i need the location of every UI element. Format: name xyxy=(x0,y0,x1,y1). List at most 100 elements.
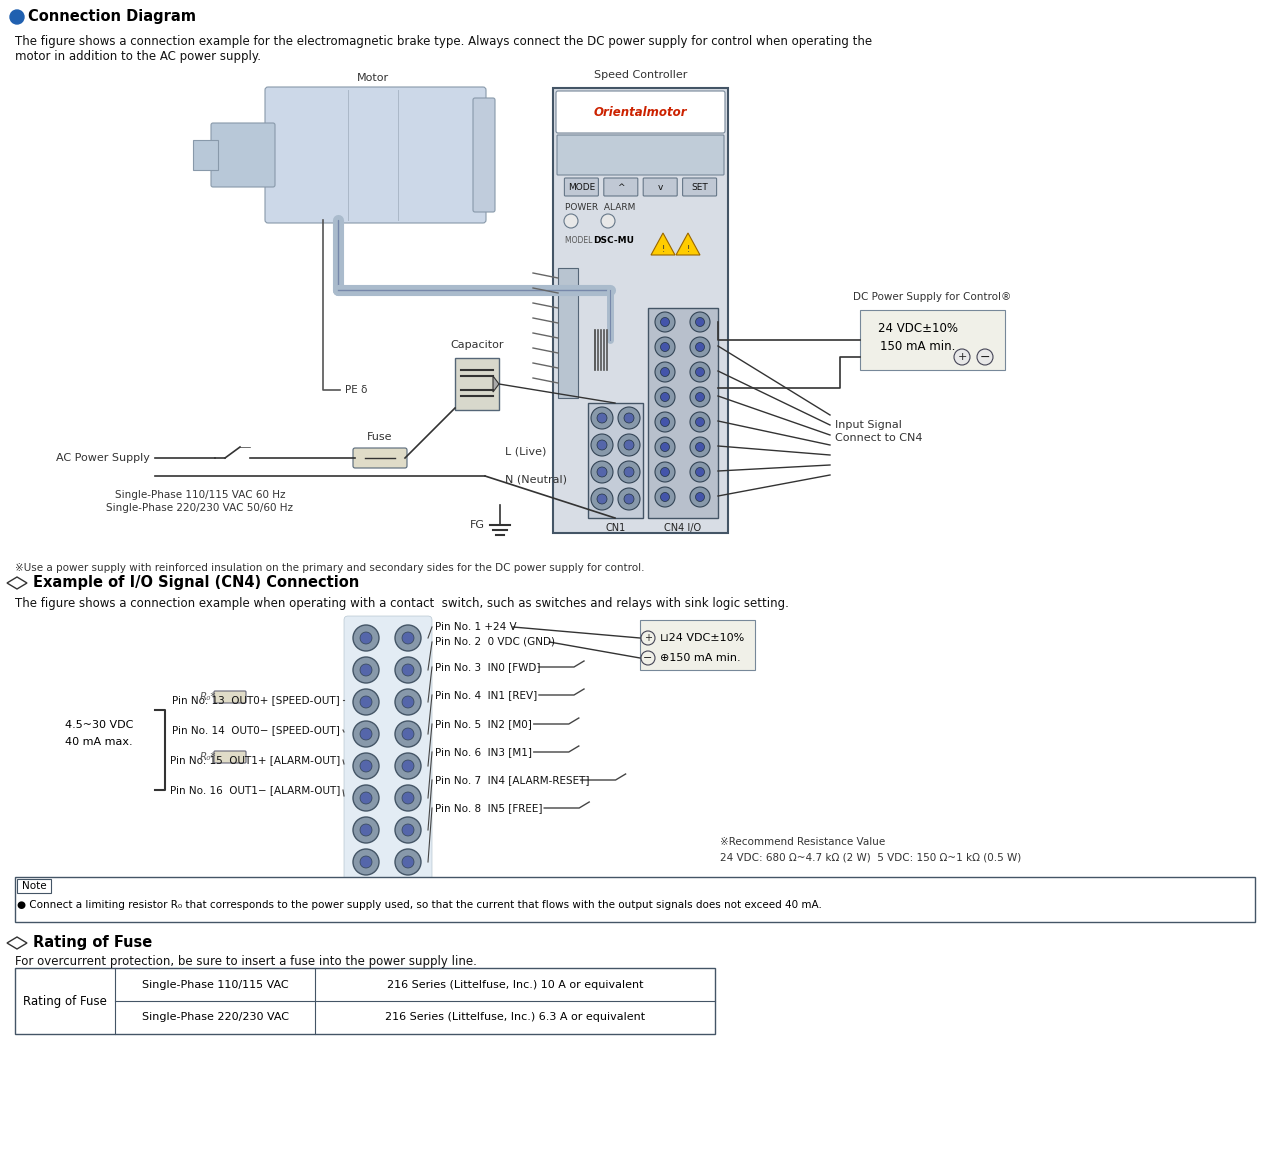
Text: Pin No. 1 +24 V: Pin No. 1 +24 V xyxy=(435,622,517,632)
Text: R₀*: R₀* xyxy=(200,752,216,762)
Circle shape xyxy=(660,392,669,401)
Text: Pin No. 8  IN5 [FREE]: Pin No. 8 IN5 [FREE] xyxy=(435,802,543,813)
Circle shape xyxy=(618,434,640,456)
Circle shape xyxy=(625,440,634,450)
Text: Connect to CN4: Connect to CN4 xyxy=(835,433,923,443)
Bar xyxy=(454,358,499,411)
Circle shape xyxy=(660,492,669,501)
Text: Pin No. 4  IN1 [REV]: Pin No. 4 IN1 [REV] xyxy=(435,690,538,700)
Circle shape xyxy=(695,492,704,501)
FancyBboxPatch shape xyxy=(474,98,495,212)
Text: MODE: MODE xyxy=(568,183,595,192)
Circle shape xyxy=(655,362,675,381)
Circle shape xyxy=(402,759,413,772)
Circle shape xyxy=(695,418,704,427)
Text: 216 Series (Littelfuse, Inc.) 10 A or equivalent: 216 Series (Littelfuse, Inc.) 10 A or eq… xyxy=(387,979,644,990)
Circle shape xyxy=(360,695,372,708)
Circle shape xyxy=(360,856,372,868)
Bar xyxy=(648,308,718,518)
Text: ● Connect a limiting resistor R₀ that corresponds to the power supply used, so t: ● Connect a limiting resistor R₀ that co… xyxy=(17,900,822,909)
Circle shape xyxy=(591,434,613,456)
Text: ^: ^ xyxy=(617,183,625,192)
Circle shape xyxy=(695,317,704,327)
Circle shape xyxy=(353,849,379,875)
Circle shape xyxy=(695,368,704,377)
Circle shape xyxy=(591,461,613,483)
Text: Pin No. 3  IN0 [FWD]: Pin No. 3 IN0 [FWD] xyxy=(435,662,540,672)
Text: Pin No. 15  OUT1+ [ALARM-OUT]: Pin No. 15 OUT1+ [ALARM-OUT] xyxy=(170,755,340,765)
Text: Rating of Fuse: Rating of Fuse xyxy=(23,994,108,1007)
Circle shape xyxy=(353,816,379,843)
Text: 216 Series (Littelfuse, Inc.) 6.3 A or equivalent: 216 Series (Littelfuse, Inc.) 6.3 A or e… xyxy=(385,1013,645,1022)
Text: Single-Phase 220/230 VAC 50/60 Hz: Single-Phase 220/230 VAC 50/60 Hz xyxy=(106,504,293,513)
Text: 40 mA max.: 40 mA max. xyxy=(65,737,133,747)
Text: !: ! xyxy=(662,244,664,254)
Text: 24 VDC: 680 Ω~4.7 kΩ (2 W)  5 VDC: 150 Ω~1 kΩ (0.5 W): 24 VDC: 680 Ω~4.7 kΩ (2 W) 5 VDC: 150 Ω~… xyxy=(719,852,1021,862)
Polygon shape xyxy=(652,233,675,255)
Circle shape xyxy=(360,792,372,804)
Text: For overcurrent protection, be sure to insert a fuse into the power supply line.: For overcurrent protection, be sure to i… xyxy=(15,955,477,968)
Circle shape xyxy=(618,461,640,483)
Circle shape xyxy=(396,849,421,875)
Text: ※Recommend Resistance Value: ※Recommend Resistance Value xyxy=(719,837,886,847)
Circle shape xyxy=(353,785,379,811)
Circle shape xyxy=(602,214,614,228)
Circle shape xyxy=(591,488,613,511)
Circle shape xyxy=(396,785,421,811)
Circle shape xyxy=(977,349,993,365)
Text: Pin No. 5  IN2 [M0]: Pin No. 5 IN2 [M0] xyxy=(435,719,532,729)
Circle shape xyxy=(396,625,421,651)
Circle shape xyxy=(402,825,413,836)
Circle shape xyxy=(360,664,372,676)
Circle shape xyxy=(396,721,421,747)
FancyBboxPatch shape xyxy=(344,616,433,904)
Circle shape xyxy=(655,337,675,357)
Text: v: v xyxy=(658,183,663,192)
Text: Connection Diagram: Connection Diagram xyxy=(28,9,196,24)
Circle shape xyxy=(402,728,413,740)
Circle shape xyxy=(625,413,634,423)
Circle shape xyxy=(402,664,413,676)
Text: AC Power Supply: AC Power Supply xyxy=(56,454,150,463)
Text: Example of I/O Signal (CN4) Connection: Example of I/O Signal (CN4) Connection xyxy=(33,576,360,591)
Circle shape xyxy=(660,342,669,351)
Circle shape xyxy=(655,437,675,457)
Circle shape xyxy=(360,632,372,644)
Bar xyxy=(558,267,579,398)
Text: DSC-MU: DSC-MU xyxy=(593,236,634,245)
Circle shape xyxy=(695,442,704,451)
Text: Single-Phase 110/115 VAC: Single-Phase 110/115 VAC xyxy=(142,979,288,990)
Text: 150 mA min.: 150 mA min. xyxy=(879,340,955,352)
Circle shape xyxy=(402,695,413,708)
Circle shape xyxy=(690,362,710,381)
Text: Pin No. 16  OUT1− [ALARM-OUT]: Pin No. 16 OUT1− [ALARM-OUT] xyxy=(170,785,340,795)
FancyBboxPatch shape xyxy=(682,178,717,197)
Circle shape xyxy=(353,721,379,747)
FancyBboxPatch shape xyxy=(17,879,51,893)
Text: Note: Note xyxy=(22,882,46,891)
Text: Input Signal: Input Signal xyxy=(835,420,902,430)
Circle shape xyxy=(360,759,372,772)
Text: N (Neutral): N (Neutral) xyxy=(506,475,567,484)
Text: 24 VDC±10%: 24 VDC±10% xyxy=(878,321,957,335)
FancyBboxPatch shape xyxy=(564,178,599,197)
Circle shape xyxy=(660,468,669,477)
FancyBboxPatch shape xyxy=(214,691,246,702)
Circle shape xyxy=(695,468,704,477)
Circle shape xyxy=(596,468,607,477)
Text: 4.5~30 VDC: 4.5~30 VDC xyxy=(65,720,133,730)
Circle shape xyxy=(690,462,710,481)
Bar xyxy=(193,140,218,170)
Text: PE δ: PE δ xyxy=(346,385,367,395)
Circle shape xyxy=(402,632,413,644)
Circle shape xyxy=(10,10,24,24)
FancyBboxPatch shape xyxy=(556,91,724,133)
Circle shape xyxy=(690,412,710,431)
Circle shape xyxy=(690,487,710,507)
Bar xyxy=(588,404,643,518)
Circle shape xyxy=(353,625,379,651)
Polygon shape xyxy=(493,376,499,392)
Circle shape xyxy=(353,657,379,683)
Circle shape xyxy=(396,816,421,843)
Circle shape xyxy=(690,437,710,457)
